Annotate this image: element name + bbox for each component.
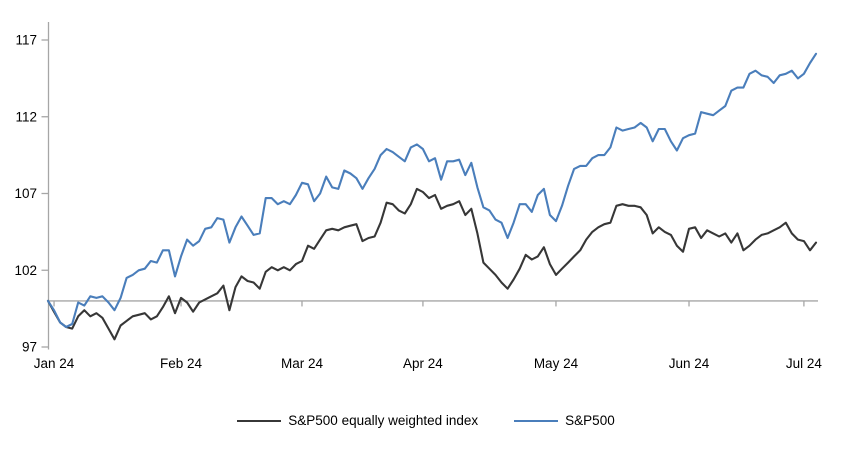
series-line-sp500 [46,52,818,329]
series-lines [46,52,818,341]
legend-line-sample-sp500 [514,419,559,422]
x-tick-label: Mar 24 [281,356,324,371]
series-line-equal-weight [46,187,818,341]
x-tick-label: Jun 24 [669,356,710,371]
x-tick-label: May 24 [534,356,579,371]
legend-label-sp500: S&P500 [565,413,615,428]
axis-labels: 97 102 107 112 117 Jan 24 Feb 24 Mar 24 Apr 24 Ma… [14,33,822,372]
y-tick-label: 117 [15,33,37,48]
x-tick-label: Feb 24 [160,356,203,371]
legend-item-equal-weight: S&P500 equally weighted index [237,413,478,428]
x-tick-label: Apr 24 [403,356,443,371]
y-tick-label: 102 [14,263,37,278]
y-tick-label: 112 [15,109,37,124]
legend: S&P500 equally weighted index S&P500 [0,413,852,428]
y-axis [41,22,50,350]
legend-line-sample-equal-weight [237,419,282,422]
legend-item-sp500: S&P500 [514,413,615,428]
x-axis-baseline [48,300,818,307]
x-tick-label: Jan 24 [34,356,75,371]
y-tick-label: 107 [14,186,37,201]
legend-label-equal-weight: S&P500 equally weighted index [288,413,479,428]
x-tick-label: Jul 24 [786,356,823,371]
y-tick-label: 97 [22,340,37,355]
